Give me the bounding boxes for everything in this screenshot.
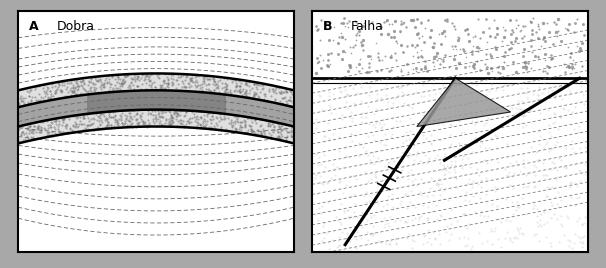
Polygon shape xyxy=(417,78,511,126)
Text: Falha: Falha xyxy=(351,20,384,34)
Text: Dobra: Dobra xyxy=(57,20,95,34)
Text: A: A xyxy=(29,20,39,34)
Text: B: B xyxy=(323,20,333,34)
